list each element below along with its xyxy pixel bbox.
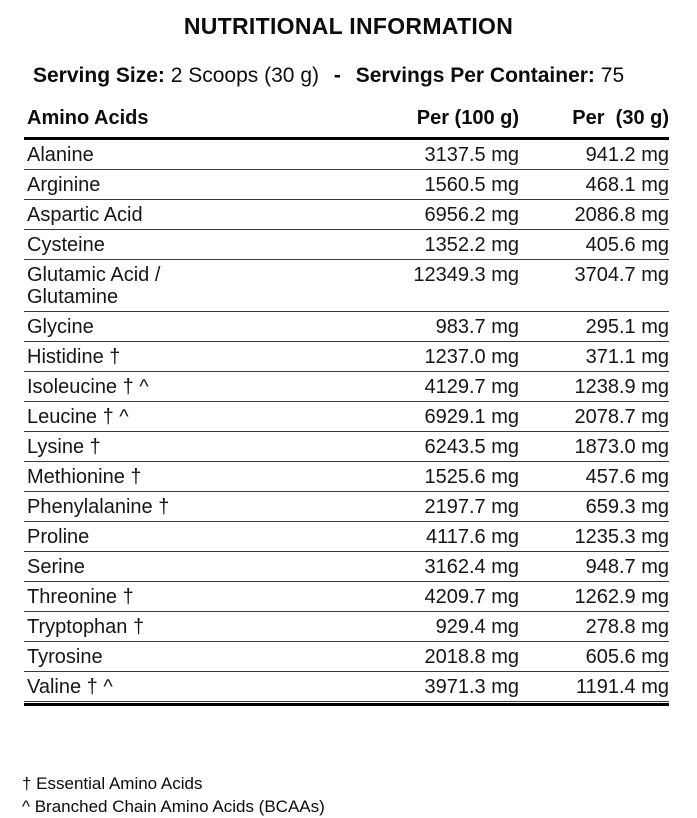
serving-info: Serving Size: 2 Scoops (30 g) - Servings… <box>33 64 669 88</box>
table-row: Phenylalanine † 2197.7 mg 659.3 mg <box>24 491 669 522</box>
cell-per30: 941.2 mg <box>519 138 669 170</box>
table-row: Methionine † 1525.6 mg 457.6 mg <box>24 461 669 492</box>
cell-per30: 948.7 mg <box>519 551 669 582</box>
cell-name: Histidine † <box>24 341 324 372</box>
table-row: Glutamic Acid / Glutamine 12349.3 mg 3704.… <box>24 259 669 312</box>
cell-per100: 1352.2 mg <box>324 229 519 260</box>
table-row: Lysine † 6243.5 mg 1873.0 mg <box>24 431 669 462</box>
table-row: Leucine † ^ 6929.1 mg 2078.7 mg <box>24 401 669 432</box>
cell-per100: 3162.4 mg <box>324 551 519 582</box>
table-row: Serine 3162.4 mg 948.7 mg <box>24 551 669 582</box>
cell-per30: 1191.4 mg <box>519 671 669 702</box>
cell-per100: 12349.3 mg <box>324 259 519 312</box>
table-header-row: Amino Acids Per (100 g) Per (30 g) <box>24 107 669 140</box>
table-row: Proline 4117.6 mg 1235.3 mg <box>24 521 669 552</box>
page-title: NUTRITIONAL INFORMATION <box>183 13 514 39</box>
table-row: Threonine † 4209.7 mg 1262.9 mg <box>24 581 669 612</box>
cell-per100: 4129.7 mg <box>324 371 519 402</box>
cell-per100: 1525.6 mg <box>324 461 519 492</box>
cell-per100: 2018.8 mg <box>324 641 519 672</box>
cell-name: Proline <box>24 521 324 552</box>
cell-per30: 468.1 mg <box>519 169 669 200</box>
cell-per100: 3137.5 mg <box>324 138 519 170</box>
table-row: Aspartic Acid 6956.2 mg 2086.8 mg <box>24 199 669 230</box>
cell-per30: 278.8 mg <box>519 611 669 642</box>
cell-per100: 2197.7 mg <box>324 491 519 522</box>
header-per-30g: Per (30 g) <box>519 107 669 140</box>
amino-acids-tbody: Alanine 3137.5 mg 941.2 mg Arginine 1560.5 m… <box>24 138 669 702</box>
cell-name: Arginine <box>24 169 324 200</box>
table-row: Arginine 1560.5 mg 468.1 mg <box>24 169 669 200</box>
header-per-100g: Per (100 g) <box>324 107 519 140</box>
header-amino-acids: Amino Acids <box>24 107 324 140</box>
table-head: Amino Acids Per (100 g) Per (30 g) <box>24 107 669 140</box>
nutrition-label: NUTRITIONAL INFORMATION Serving Size: 2 … <box>22 13 669 816</box>
cell-name: Lysine † <box>24 431 324 462</box>
cell-per100: 6956.2 mg <box>324 199 519 230</box>
cell-per30: 457.6 mg <box>519 461 669 492</box>
cell-per30: 2078.7 mg <box>519 401 669 432</box>
table-row: Isoleucine † ^ 4129.7 mg 1238.9 mg <box>24 371 669 402</box>
cell-name: Cysteine <box>24 229 324 260</box>
table-row: Histidine † 1237.0 mg 371.1 mg <box>24 341 669 372</box>
cell-per30: 659.3 mg <box>519 491 669 522</box>
cell-per30: 295.1 mg <box>519 311 669 342</box>
servings-per-container-label: Servings Per Container: <box>355 64 595 87</box>
cell-per100: 4117.6 mg <box>324 521 519 552</box>
table-row: Cysteine 1352.2 mg 405.6 mg <box>24 229 669 260</box>
cell-name: Valine † ^ <box>24 671 324 702</box>
footnote-bcaa: ^ Branched Chain Amino Acids (BCAAs) <box>22 797 325 816</box>
table-row: Tryptophan † 929.4 mg 278.8 mg <box>24 611 669 642</box>
cell-name: Leucine † ^ <box>24 401 324 432</box>
cell-name: Threonine † <box>24 581 324 612</box>
cell-name: Glycine <box>24 311 324 342</box>
table-row: Glycine 983.7 mg 295.1 mg <box>24 311 669 342</box>
cell-name: Tryptophan † <box>24 611 324 642</box>
table-row: Alanine 3137.5 mg 941.2 mg <box>24 138 669 170</box>
cell-per30: 1235.3 mg <box>519 521 669 552</box>
table-row: Tyrosine 2018.8 mg 605.6 mg <box>24 641 669 672</box>
cell-per100: 3971.3 mg <box>324 671 519 702</box>
cell-per30: 1873.0 mg <box>519 431 669 462</box>
cell-per100: 1237.0 mg <box>324 341 519 372</box>
serving-size-value: 2 Scoops (30 g) <box>170 64 319 87</box>
cell-name: Aspartic Acid <box>24 199 324 230</box>
cell-per100: 4209.7 mg <box>324 581 519 612</box>
cell-per30: 1262.9 mg <box>519 581 669 612</box>
cell-name: Methionine † <box>24 461 324 492</box>
table-row: Valine † ^ 3971.3 mg 1191.4 mg <box>24 671 669 702</box>
cell-per30: 2086.8 mg <box>519 199 669 230</box>
cell-per30: 605.6 mg <box>519 641 669 672</box>
cell-per100: 929.4 mg <box>324 611 519 642</box>
separator-dash: - <box>333 64 341 87</box>
cell-per30: 1238.9 mg <box>519 371 669 402</box>
footnote-essential-amino-acids: † Essential Amino Acids <box>22 774 203 793</box>
cell-name: Serine <box>24 551 324 582</box>
servings-per-container-value: 75 <box>600 64 625 87</box>
cell-per30: 371.1 mg <box>519 341 669 372</box>
cell-per100: 983.7 mg <box>324 311 519 342</box>
cell-name: Alanine <box>24 138 324 170</box>
amino-acids-table: Amino Acids Per (100 g) Per (30 g) Alani… <box>24 107 669 702</box>
cell-name: Tyrosine <box>24 641 324 672</box>
cell-per100: 6243.5 mg <box>324 431 519 462</box>
cell-per100: 6929.1 mg <box>324 401 519 432</box>
footnotes: † Essential Amino Acids ^ Branched Chain… <box>22 772 697 818</box>
cell-per100: 1560.5 mg <box>324 169 519 200</box>
table-bottom-rule <box>24 703 669 706</box>
cell-name: Phenylalanine † <box>24 491 324 522</box>
serving-size-label: Serving Size: <box>33 64 165 87</box>
cell-name: Glutamic Acid / Glutamine <box>24 259 324 312</box>
cell-name: Isoleucine † ^ <box>24 371 324 402</box>
cell-per30: 405.6 mg <box>519 229 669 260</box>
cell-per30: 3704.7 mg <box>519 259 669 312</box>
